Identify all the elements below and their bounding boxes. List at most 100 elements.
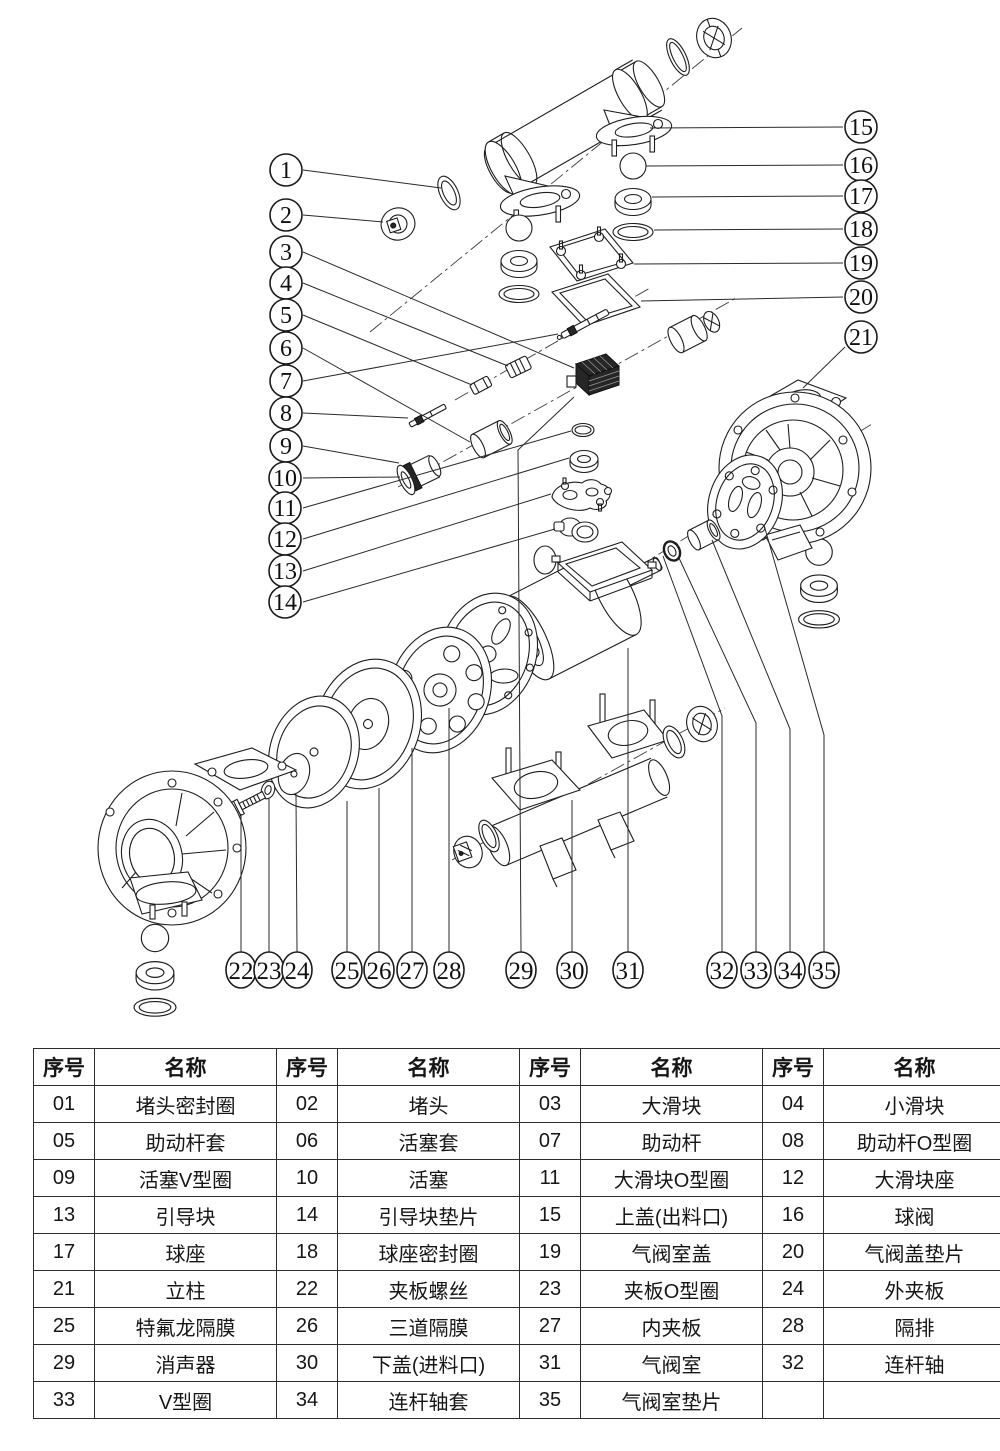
- part-number-cell: 21: [33, 1270, 95, 1308]
- part-number-cell: 32: [762, 1344, 824, 1382]
- upper-piston-pair: [667, 310, 721, 354]
- part-number-cell: 01: [33, 1085, 95, 1123]
- svg-text:30: 30: [560, 958, 585, 985]
- part-name-cell: 大滑块座: [823, 1159, 1000, 1197]
- svg-text:10: 10: [273, 466, 297, 492]
- svg-text:16: 16: [849, 153, 873, 179]
- callout-5: 5: [269, 298, 303, 332]
- part-name-cell: 气阀盖垫片: [823, 1233, 1000, 1271]
- plug-and-seal: [380, 175, 461, 241]
- callout-8: 8: [269, 396, 303, 430]
- callout-4: 4: [269, 266, 303, 300]
- callout-balloons: 1 2 3 4 5 6 7 8 9 10 11 12 13 14 15 16 1…: [225, 110, 878, 989]
- part-name-cell: 球座密封圈: [337, 1233, 520, 1271]
- callout-20: 20: [844, 280, 878, 314]
- table-row: 13 引导块 14 引导块垫片 15 上盖(出料口) 16 球阀: [33, 1196, 1000, 1234]
- table-row: 05 助动杆套 06 活塞套 07 助动杆 08 助动杆O型圈: [33, 1122, 1000, 1160]
- table-row: 29 消声器 30 下盖(进料口) 31 气阀室 32 连杆轴: [33, 1344, 1000, 1382]
- svg-text:8: 8: [280, 401, 292, 427]
- svg-text:14: 14: [273, 590, 297, 616]
- part-number-cell: 26: [276, 1307, 338, 1345]
- callout-30: 30: [556, 951, 588, 989]
- callout-27: 27: [396, 951, 428, 989]
- callout-32: 32: [706, 951, 738, 989]
- table-row: 17 球座 18 球座密封圈 19 气阀室盖 20 气阀盖垫片: [33, 1233, 1000, 1271]
- callout-6: 6: [269, 331, 303, 365]
- svg-text:1: 1: [280, 158, 292, 184]
- svg-text:20: 20: [849, 285, 873, 311]
- ball-valve-set-left-bottom: [133, 923, 177, 1017]
- table-row: 09 活塞V型圈 10 活塞 11 大滑块O型圈 12 大滑块座: [33, 1159, 1000, 1197]
- part-number-cell: 29: [33, 1344, 95, 1382]
- part-number-cell: 31: [519, 1344, 581, 1382]
- part-name-cell: 三道隔膜: [337, 1307, 520, 1345]
- part-number-cell: 19: [519, 1233, 581, 1271]
- part-number-cell: 16: [762, 1196, 824, 1234]
- svg-text:15: 15: [849, 115, 873, 141]
- svg-text:18: 18: [849, 217, 873, 243]
- header-number: 序号: [276, 1048, 338, 1086]
- part-number-cell: 12: [762, 1159, 824, 1197]
- part-name-cell: 气阀室垫片: [580, 1381, 763, 1419]
- table-row: 21 立柱 22 夹板螺丝 23 夹板O型圈 24 外夹板: [33, 1270, 1000, 1308]
- part-number-cell: 03: [519, 1085, 581, 1123]
- part-name-cell: 大滑块: [580, 1085, 763, 1123]
- ball-valve-set-right-bottom: [798, 538, 840, 629]
- bottom-manifold-inlet-cover: [452, 693, 718, 888]
- piston-with-vring: [396, 454, 442, 496]
- part-name-cell: 引导块垫片: [337, 1196, 520, 1234]
- svg-text:22: 22: [229, 958, 254, 985]
- part-number-cell: 23: [519, 1270, 581, 1308]
- part-number-cell: 06: [276, 1122, 338, 1160]
- exploded-view-diagram: 1 2 3 4 5 6 7 8 9 10 11 12 13 14 15 16 1…: [97, 17, 878, 1017]
- part-number-cell: 33: [33, 1381, 95, 1419]
- header-name: 名称: [337, 1048, 520, 1086]
- top-manifold-outlet-cover: [483, 17, 732, 227]
- part-number-cell: 18: [276, 1233, 338, 1271]
- callout-22: 22: [225, 951, 257, 989]
- part-name-cell: 上盖(出料口): [580, 1196, 763, 1234]
- svg-text:35: 35: [812, 958, 837, 985]
- svg-text:13: 13: [273, 559, 297, 585]
- slide-block-seat: [569, 449, 599, 474]
- callout-7: 7: [269, 364, 303, 398]
- big-slide-block: [566, 353, 620, 397]
- part-number-cell: 05: [33, 1122, 95, 1160]
- callout-23: 23: [253, 951, 285, 989]
- part-name-cell: 球阀: [823, 1196, 1000, 1234]
- part-number-cell: 02: [276, 1085, 338, 1123]
- svg-text:5: 5: [280, 303, 292, 329]
- svg-text:19: 19: [849, 251, 873, 277]
- part-name-cell: 连杆轴套: [337, 1381, 520, 1419]
- svg-text:12: 12: [273, 527, 297, 553]
- booster-rod: [556, 309, 610, 340]
- svg-text:4: 4: [280, 271, 292, 297]
- part-name-cell: 活塞: [337, 1159, 520, 1197]
- part-name-cell: 立柱: [94, 1270, 277, 1308]
- part-number-cell: 09: [33, 1159, 95, 1197]
- table-row: 33 V型圈 34 连杆轴套 35 气阀室垫片: [33, 1381, 1000, 1419]
- part-name-cell: 助动杆套: [94, 1122, 277, 1160]
- part-name-cell: 气阀室: [580, 1344, 763, 1382]
- booster-rod-sleeve: [469, 375, 493, 395]
- svg-text:23: 23: [257, 958, 282, 985]
- callout-15: 15: [844, 110, 878, 144]
- part-number-cell: [762, 1381, 824, 1419]
- svg-text:3: 3: [280, 240, 292, 266]
- part-number-cell: 25: [33, 1307, 95, 1345]
- part-number-cell: 22: [276, 1270, 338, 1308]
- callout-21: 21: [844, 320, 878, 354]
- table-row: 01 堵头密封圈 02 堵头 03 大滑块 04 小滑块: [33, 1085, 1000, 1123]
- part-name-cell: 助动杆O型圈: [823, 1122, 1000, 1160]
- part-number-cell: 04: [762, 1085, 824, 1123]
- callout-19: 19: [844, 246, 878, 280]
- part-name-cell: 隔排: [823, 1307, 1000, 1345]
- svg-text:24: 24: [285, 958, 311, 985]
- svg-text:31: 31: [616, 958, 641, 985]
- callout-14: 14: [268, 585, 302, 619]
- part-number-cell: 34: [276, 1381, 338, 1419]
- svg-text:26: 26: [367, 958, 392, 985]
- part-number-cell: 13: [33, 1196, 95, 1234]
- part-number-cell: 14: [276, 1196, 338, 1234]
- part-name-cell: 连杆轴: [823, 1344, 1000, 1382]
